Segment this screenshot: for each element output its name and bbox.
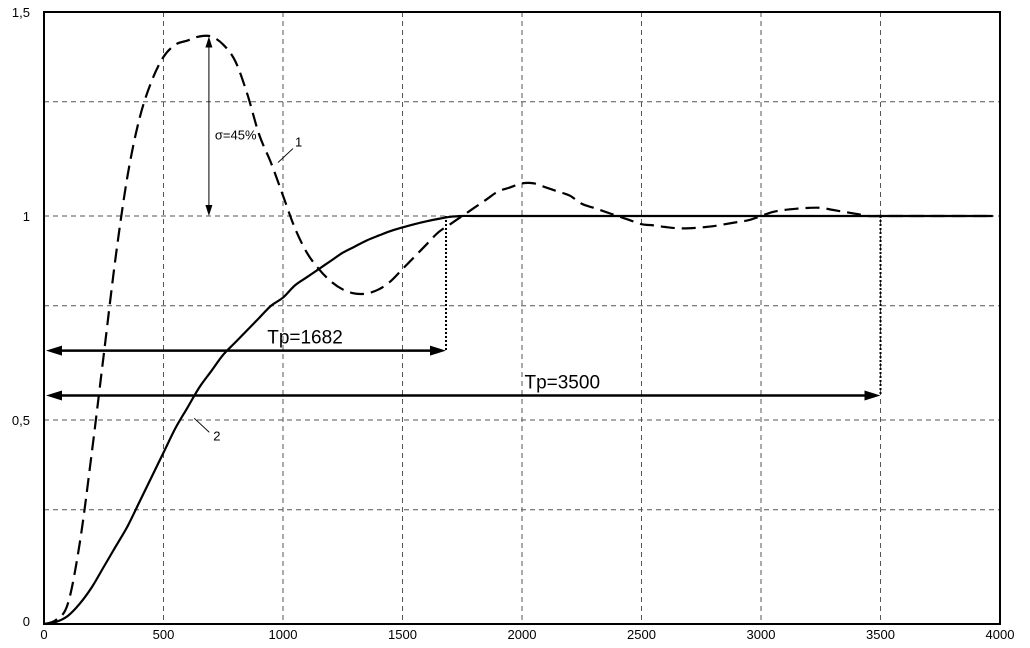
y-tick-label: 0 bbox=[23, 614, 30, 629]
settling-time-label: Tp=3500 bbox=[524, 373, 600, 394]
settling-time-label: Tp=1682 bbox=[267, 328, 343, 349]
x-tick-label: 2500 bbox=[627, 627, 656, 642]
settling-arrowhead-left bbox=[46, 390, 62, 401]
curve-2-label: 2 bbox=[213, 428, 220, 443]
series-curves bbox=[43, 34, 993, 626]
curve-1-leader bbox=[277, 148, 294, 163]
overshoot-arrowhead-top bbox=[205, 36, 213, 48]
x-tick-label: 500 bbox=[153, 627, 175, 642]
curve-1-label: 1 bbox=[295, 135, 302, 150]
overshoot-arrowhead-bottom bbox=[205, 205, 213, 216]
series-line-solid bbox=[43, 214, 993, 626]
annotations: 1 2 σ=45% Tp=1682 Tp=3500 bbox=[46, 36, 882, 443]
y-tick-label: 1,5 bbox=[12, 5, 30, 20]
overshoot-label: σ=45% bbox=[215, 127, 257, 142]
curve-2-leader bbox=[193, 417, 210, 433]
x-tick-label: 1000 bbox=[269, 627, 298, 642]
settling-arrowhead-right bbox=[429, 345, 446, 356]
series-line-dashed bbox=[43, 34, 993, 626]
x-tick-label: 1500 bbox=[388, 627, 417, 642]
y-tick-label: 0,5 bbox=[12, 413, 30, 428]
tick-labels: 0 500 1000 1500 2000 2500 3000 3500 4000 0 0,5 1 1,5 bbox=[12, 5, 1015, 642]
plot-frame bbox=[43, 11, 1001, 625]
x-tick-label: 3500 bbox=[866, 627, 895, 642]
x-tick-label: 2000 bbox=[508, 627, 537, 642]
y-tick-label: 1 bbox=[23, 209, 30, 224]
grid-lines bbox=[44, 12, 1000, 624]
x-tick-label: 0 bbox=[40, 627, 47, 642]
settling-arrowhead-right bbox=[864, 390, 881, 401]
x-tick-label: 3000 bbox=[747, 627, 776, 642]
x-tick-label: 4000 bbox=[986, 627, 1015, 642]
settling-arrowhead-left bbox=[46, 345, 62, 356]
